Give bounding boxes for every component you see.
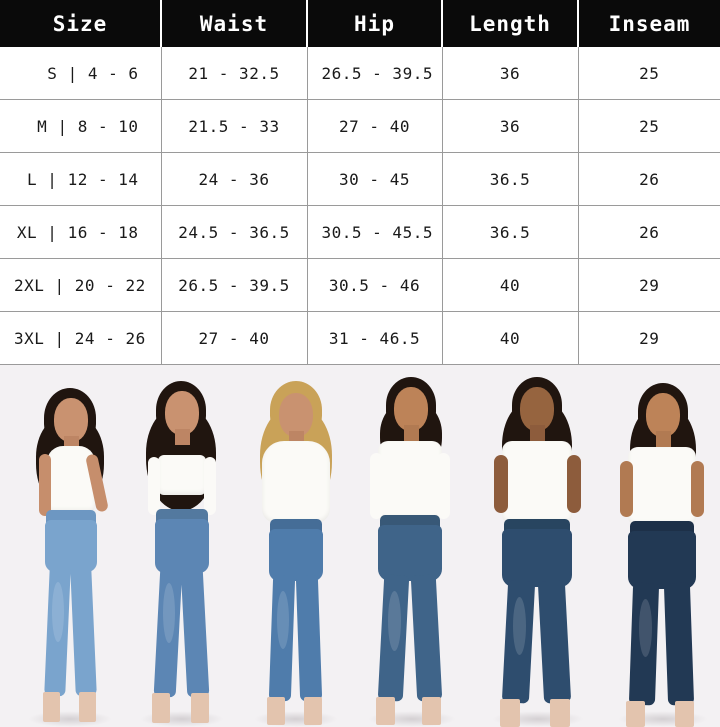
model-size-3xl [602,379,720,727]
column-header-length: Length [442,0,579,47]
cell-waist: 21 - 32.5 [161,47,308,100]
cell-hip: 30 - 45 [307,152,443,206]
cell-inseam: 26 [578,152,720,206]
cell-length: 36 [442,99,579,153]
model-size-m [128,377,234,727]
cell-hip: 30.5 - 45.5 [307,205,443,259]
column-header-inseam: Inseam [578,0,720,47]
model-size-xl [352,375,468,727]
table-body: S | 4 - 6 21 - 32.5 26.5 - 39.5 36 25 M … [0,47,720,365]
table-row: L | 12 - 14 24 - 36 30 - 45 36.5 26 [0,152,720,206]
column-header-hip: Hip [307,0,443,47]
cell-length: 40 [442,258,579,312]
cell-size: S | 4 - 6 [0,47,162,100]
cell-size: 3XL | 24 - 26 [0,311,162,365]
cell-length: 36.5 [442,152,579,206]
cell-inseam: 26 [578,205,720,259]
table-row: S | 4 - 6 21 - 32.5 26.5 - 39.5 36 25 [0,47,720,100]
cell-waist: 21.5 - 33 [161,99,308,153]
cell-inseam: 29 [578,311,720,365]
model-size-l [240,379,350,727]
header-row: Size Waist Hip Length Inseam [0,0,720,47]
table-row: M | 8 - 10 21.5 - 33 27 - 40 36 25 [0,99,720,153]
cell-inseam: 29 [578,258,720,312]
column-header-size: Size [0,0,162,47]
cell-hip: 31 - 46.5 [307,311,443,365]
model-size-s [18,382,122,727]
column-header-waist: Waist [161,0,308,47]
cell-length: 36 [442,47,579,100]
size-chart-table: Size Waist Hip Length Inseam S | 4 - 6 2… [0,0,720,365]
cell-hip: 30.5 - 46 [307,258,443,312]
cell-size: M | 8 - 10 [0,99,162,153]
cell-inseam: 25 [578,47,720,100]
table-row: 3XL | 24 - 26 27 - 40 31 - 46.5 40 29 [0,311,720,365]
model-photo-strip [0,365,720,727]
cell-size: XL | 16 - 18 [0,205,162,259]
cell-waist: 24.5 - 36.5 [161,205,308,259]
cell-length: 40 [442,311,579,365]
table-header: Size Waist Hip Length Inseam [0,0,720,47]
table-row: 2XL | 20 - 22 26.5 - 39.5 30.5 - 46 40 2… [0,258,720,312]
table-row: XL | 16 - 18 24.5 - 36.5 30.5 - 45.5 36.… [0,205,720,259]
cell-hip: 26.5 - 39.5 [307,47,443,100]
cell-waist: 27 - 40 [161,311,308,365]
cell-size: L | 12 - 14 [0,152,162,206]
model-size-2xl [474,375,598,727]
cell-waist: 26.5 - 39.5 [161,258,308,312]
cell-waist: 24 - 36 [161,152,308,206]
cell-size: 2XL | 20 - 22 [0,258,162,312]
cell-hip: 27 - 40 [307,99,443,153]
cell-inseam: 25 [578,99,720,153]
cell-length: 36.5 [442,205,579,259]
